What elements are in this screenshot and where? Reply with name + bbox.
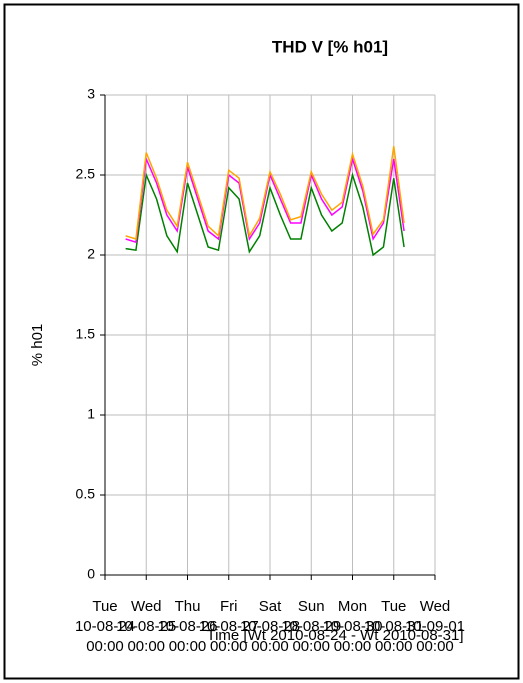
y-tick-label: 0 bbox=[87, 566, 95, 582]
x-tick-label: 10-08-29 bbox=[281, 618, 341, 635]
x-tick-label: 00:00 bbox=[251, 638, 289, 655]
x-tick-label: 00:00 bbox=[334, 638, 372, 655]
y-tick-label: 1 bbox=[87, 406, 95, 422]
x-tick-label: 10-08-25 bbox=[116, 618, 176, 635]
series-line bbox=[125, 172, 405, 257]
x-tick-label: 10-08-27 bbox=[199, 618, 259, 635]
x-tick-label: Wed bbox=[131, 598, 162, 615]
x-tick-label: Thu bbox=[175, 598, 201, 615]
x-tick-label: Wed bbox=[420, 598, 451, 615]
y-tick-label: 1.5 bbox=[76, 326, 96, 342]
x-tick-label: 00:00 bbox=[210, 638, 248, 655]
x-tick-label: 00:00 bbox=[169, 638, 207, 655]
x-tick-label: Tue bbox=[92, 598, 117, 615]
x-tick-label: Mon bbox=[338, 598, 367, 615]
x-tick-label: 00:00 bbox=[375, 638, 413, 655]
y-tick-label: 2 bbox=[87, 246, 95, 262]
x-tick-label: 00:00 bbox=[416, 638, 454, 655]
x-tick-label: 00:00 bbox=[86, 638, 124, 655]
x-tick-label: Sat bbox=[259, 598, 282, 615]
x-tick-label: Tue bbox=[381, 598, 406, 615]
y-tick-label: 3 bbox=[87, 86, 95, 102]
x-tick-label: 10-08-24 bbox=[75, 618, 135, 635]
x-tick-label: Fri bbox=[220, 598, 238, 615]
y-axis-label: % h01 bbox=[29, 324, 46, 367]
y-tick-label: 0.5 bbox=[76, 486, 96, 502]
chart-frame bbox=[3, 3, 520, 680]
x-tick-label: 10-08-31 bbox=[364, 618, 424, 635]
x-tick-label: Sun bbox=[298, 598, 325, 615]
x-tick-label: 10-08-28 bbox=[240, 618, 300, 635]
x-tick-label: 00:00 bbox=[127, 638, 165, 655]
x-tick-label: 10-08-26 bbox=[157, 618, 217, 635]
y-tick-label: 2.5 bbox=[76, 166, 96, 182]
series-line bbox=[125, 156, 405, 244]
x-tick-label: 10-08-30 bbox=[322, 618, 382, 635]
x-axis-label: Time [Wt 2010-08-24 - Wt 2010-08-31] bbox=[206, 627, 463, 644]
chart-title: THD V [% h01] bbox=[272, 37, 388, 56]
series-line bbox=[125, 146, 405, 240]
x-tick-label: 00:00 bbox=[292, 638, 330, 655]
x-tick-label: 10-09-01 bbox=[405, 618, 465, 635]
